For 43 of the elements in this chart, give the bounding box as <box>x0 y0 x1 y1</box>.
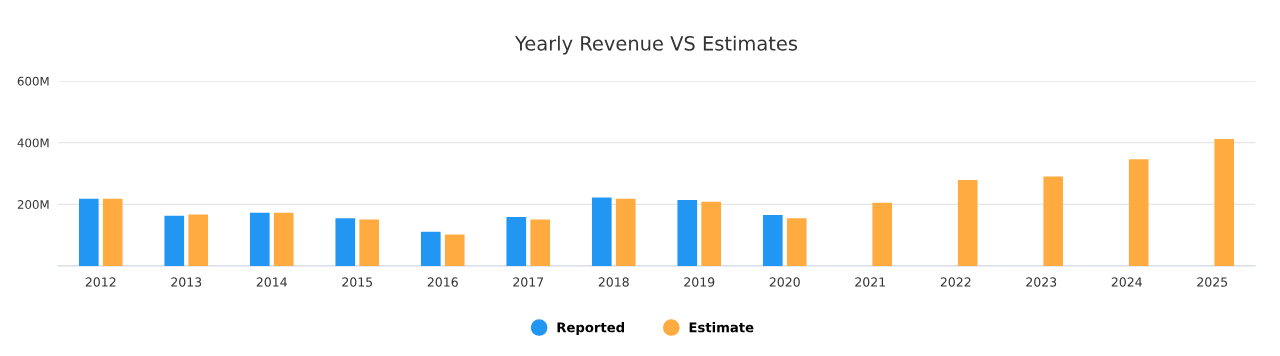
bar <box>591 197 612 266</box>
bar <box>530 219 551 266</box>
x-tick-label: 2023 <box>1026 277 1057 287</box>
x-tick-label: 2019 <box>684 277 715 287</box>
chart-title: Yearly Revenue VS Estimates <box>514 35 798 55</box>
bar <box>506 216 527 266</box>
bar <box>164 215 185 266</box>
bar <box>249 212 270 266</box>
x-tick-label: 2013 <box>171 277 202 287</box>
bar <box>872 202 893 266</box>
bar <box>78 198 99 266</box>
bar <box>420 231 441 266</box>
bar <box>359 219 380 266</box>
x-tick-label: 2021 <box>855 277 885 287</box>
bar <box>957 179 978 266</box>
bar <box>1128 159 1149 266</box>
x-tick-label: 2014 <box>256 277 287 287</box>
bar <box>701 201 722 266</box>
bar <box>1043 176 1064 266</box>
x-tick-label: 2020 <box>769 277 800 287</box>
x-tick-label: 2022 <box>940 277 971 287</box>
bar <box>444 234 465 266</box>
bar <box>615 198 636 266</box>
bar <box>102 198 123 266</box>
legend-label: Estimate <box>689 322 754 333</box>
x-tick-label: 2012 <box>85 277 116 287</box>
x-tick-label: 2016 <box>427 277 458 287</box>
x-tick-label: 2015 <box>342 277 373 287</box>
bar <box>786 218 807 266</box>
bar <box>1214 138 1235 266</box>
bar <box>273 212 294 266</box>
y-tick-label: 400M <box>17 138 49 148</box>
x-tick-label: 2017 <box>513 277 544 287</box>
y-tick-label: 600M <box>17 76 49 86</box>
bar <box>188 214 209 266</box>
x-tick-label: 2018 <box>598 277 629 287</box>
x-tick-label: 2025 <box>1197 277 1228 287</box>
bar <box>335 218 356 266</box>
y-tick-label: 200M <box>17 200 49 209</box>
bar <box>677 200 698 266</box>
x-tick-label: 2024 <box>1111 277 1142 287</box>
bar <box>762 215 783 266</box>
legend-label: Reported <box>557 322 625 335</box>
